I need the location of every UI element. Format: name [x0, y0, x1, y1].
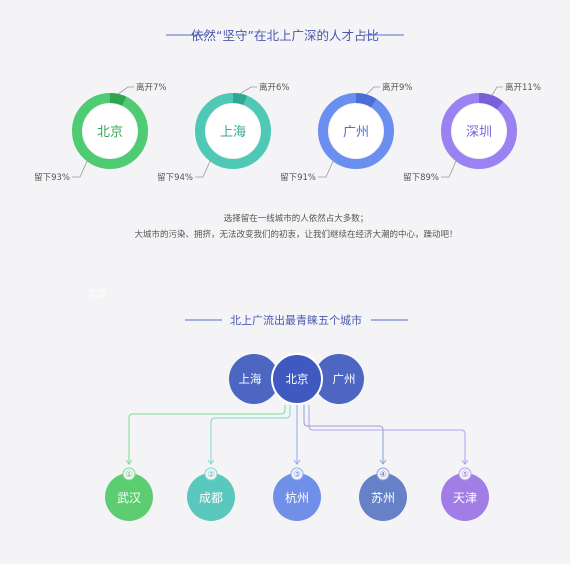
target-city-name: 杭州 [285, 490, 309, 505]
donut-city-name: 深圳 [466, 125, 492, 140]
donut-center [206, 104, 260, 158]
target-node: ④ 苏州 [359, 467, 407, 521]
target-circle [441, 473, 489, 521]
rank-number: ④ [379, 470, 387, 480]
donut-0: 北京 离开7% 留下93% [34, 82, 166, 183]
leave-segment [232, 93, 247, 106]
retention-donuts: 北京 离开7% 留下93% 上海 离开6% 留下94% 广州 离开9% 留下91% 深圳 离开11%… [34, 82, 541, 183]
leave-label: 离开9% [382, 82, 413, 93]
section1-title: 依然“坚守”在北上广深的人才占比 [191, 28, 379, 43]
leave-leader-line [239, 86, 257, 95]
flow-arrowhead [461, 459, 469, 465]
rank-badge [290, 467, 304, 481]
donut-center [329, 104, 383, 158]
donut-city-name: 广州 [343, 125, 369, 140]
target-city-name: 成都 [199, 491, 223, 505]
donut-city-name: 上海 [220, 125, 246, 140]
source-city-name: 北京 [286, 372, 309, 386]
leave-segment [355, 93, 377, 108]
stay-leader-line [195, 158, 212, 178]
rank-number: ② [207, 470, 215, 480]
section2-title: 北上广流出最青睐五个城市 [230, 313, 362, 327]
rank-badge [458, 467, 472, 481]
source-circle [229, 354, 279, 404]
flow-connector [128, 405, 286, 463]
stay-label: 留下94% [157, 172, 193, 183]
donut-center [83, 104, 137, 158]
source-circle [314, 354, 364, 404]
source-node: 上海 [229, 354, 279, 404]
outflow-diagram: 上海 广州 北京 ① 武汉 ② 成都 ③ 杭州 ④ 苏州 ⑤ 天津 [105, 353, 489, 521]
target-circle [273, 473, 321, 521]
target-circle [187, 473, 235, 521]
source-node: 广州 [314, 354, 364, 404]
stay-leader-line [318, 158, 335, 178]
flow-arrowhead [379, 459, 387, 465]
rank-badge [376, 467, 390, 481]
stay-label: 留下93% [34, 172, 70, 183]
donut-3: 深圳 离开11% 留下89% [403, 82, 541, 183]
leave-label: 离开6% [259, 82, 290, 93]
source-circle [271, 353, 323, 405]
stay-label: 留下91% [280, 172, 316, 183]
stay-leader-line [72, 158, 89, 178]
stay-label: 留下89% [403, 172, 439, 183]
flow-arrowhead [293, 459, 301, 465]
target-circle [359, 473, 407, 521]
leave-label: 离开7% [136, 82, 167, 93]
source-node: 北京 [271, 353, 323, 405]
flow-connector [303, 405, 384, 463]
rank-number: ③ [293, 470, 301, 480]
donut-2: 广州 离开9% 留下91% [280, 82, 412, 183]
donut-city-name: 北京 [97, 125, 123, 140]
leave-segment [478, 93, 504, 110]
target-node: ① 武汉 [105, 467, 153, 521]
leave-segment [109, 93, 127, 106]
flow-arrowhead [125, 459, 133, 465]
target-node: ② 成都 [187, 467, 235, 521]
section1-header: 依然“坚守”在北上广深的人才占比 [166, 28, 404, 43]
donut-center [452, 104, 506, 158]
target-city-name: 天津 [453, 491, 477, 505]
leave-leader-line [118, 86, 134, 95]
flow-connector [210, 405, 291, 463]
leave-label: 离开11% [505, 82, 541, 93]
rank-number: ① [125, 470, 133, 480]
rank-badge [122, 467, 136, 481]
caption-line-1: 选择留在一线城市的人依然占大多数； [224, 213, 369, 224]
rank-number: ⑤ [461, 470, 469, 480]
target-city-name: 武汉 [117, 491, 141, 505]
target-node: ③ 杭州 [273, 467, 321, 521]
target-node: ⑤ 天津 [441, 467, 489, 521]
caption-line-2: 大城市的污染、拥挤，无法改变我们的初衷，让我们继续在经济大潮的中心，躁动吧！ [134, 229, 457, 240]
leave-leader-line [491, 86, 503, 96]
stay-leader-line [441, 158, 458, 178]
rank-badge [204, 467, 218, 481]
section2-header: 北上广流出最青睐五个城市 [185, 313, 408, 327]
target-circle [105, 473, 153, 521]
leave-leader-line [366, 86, 380, 95]
donut-1: 上海 离开6% 留下94% [157, 82, 289, 183]
source-city-name: 上海 [239, 372, 262, 386]
watermark-text: 北京 [88, 287, 108, 300]
flow-connector [308, 405, 466, 463]
target-city-name: 苏州 [371, 491, 395, 505]
flow-arrowhead [207, 459, 215, 465]
source-city-name: 广州 [333, 372, 356, 386]
